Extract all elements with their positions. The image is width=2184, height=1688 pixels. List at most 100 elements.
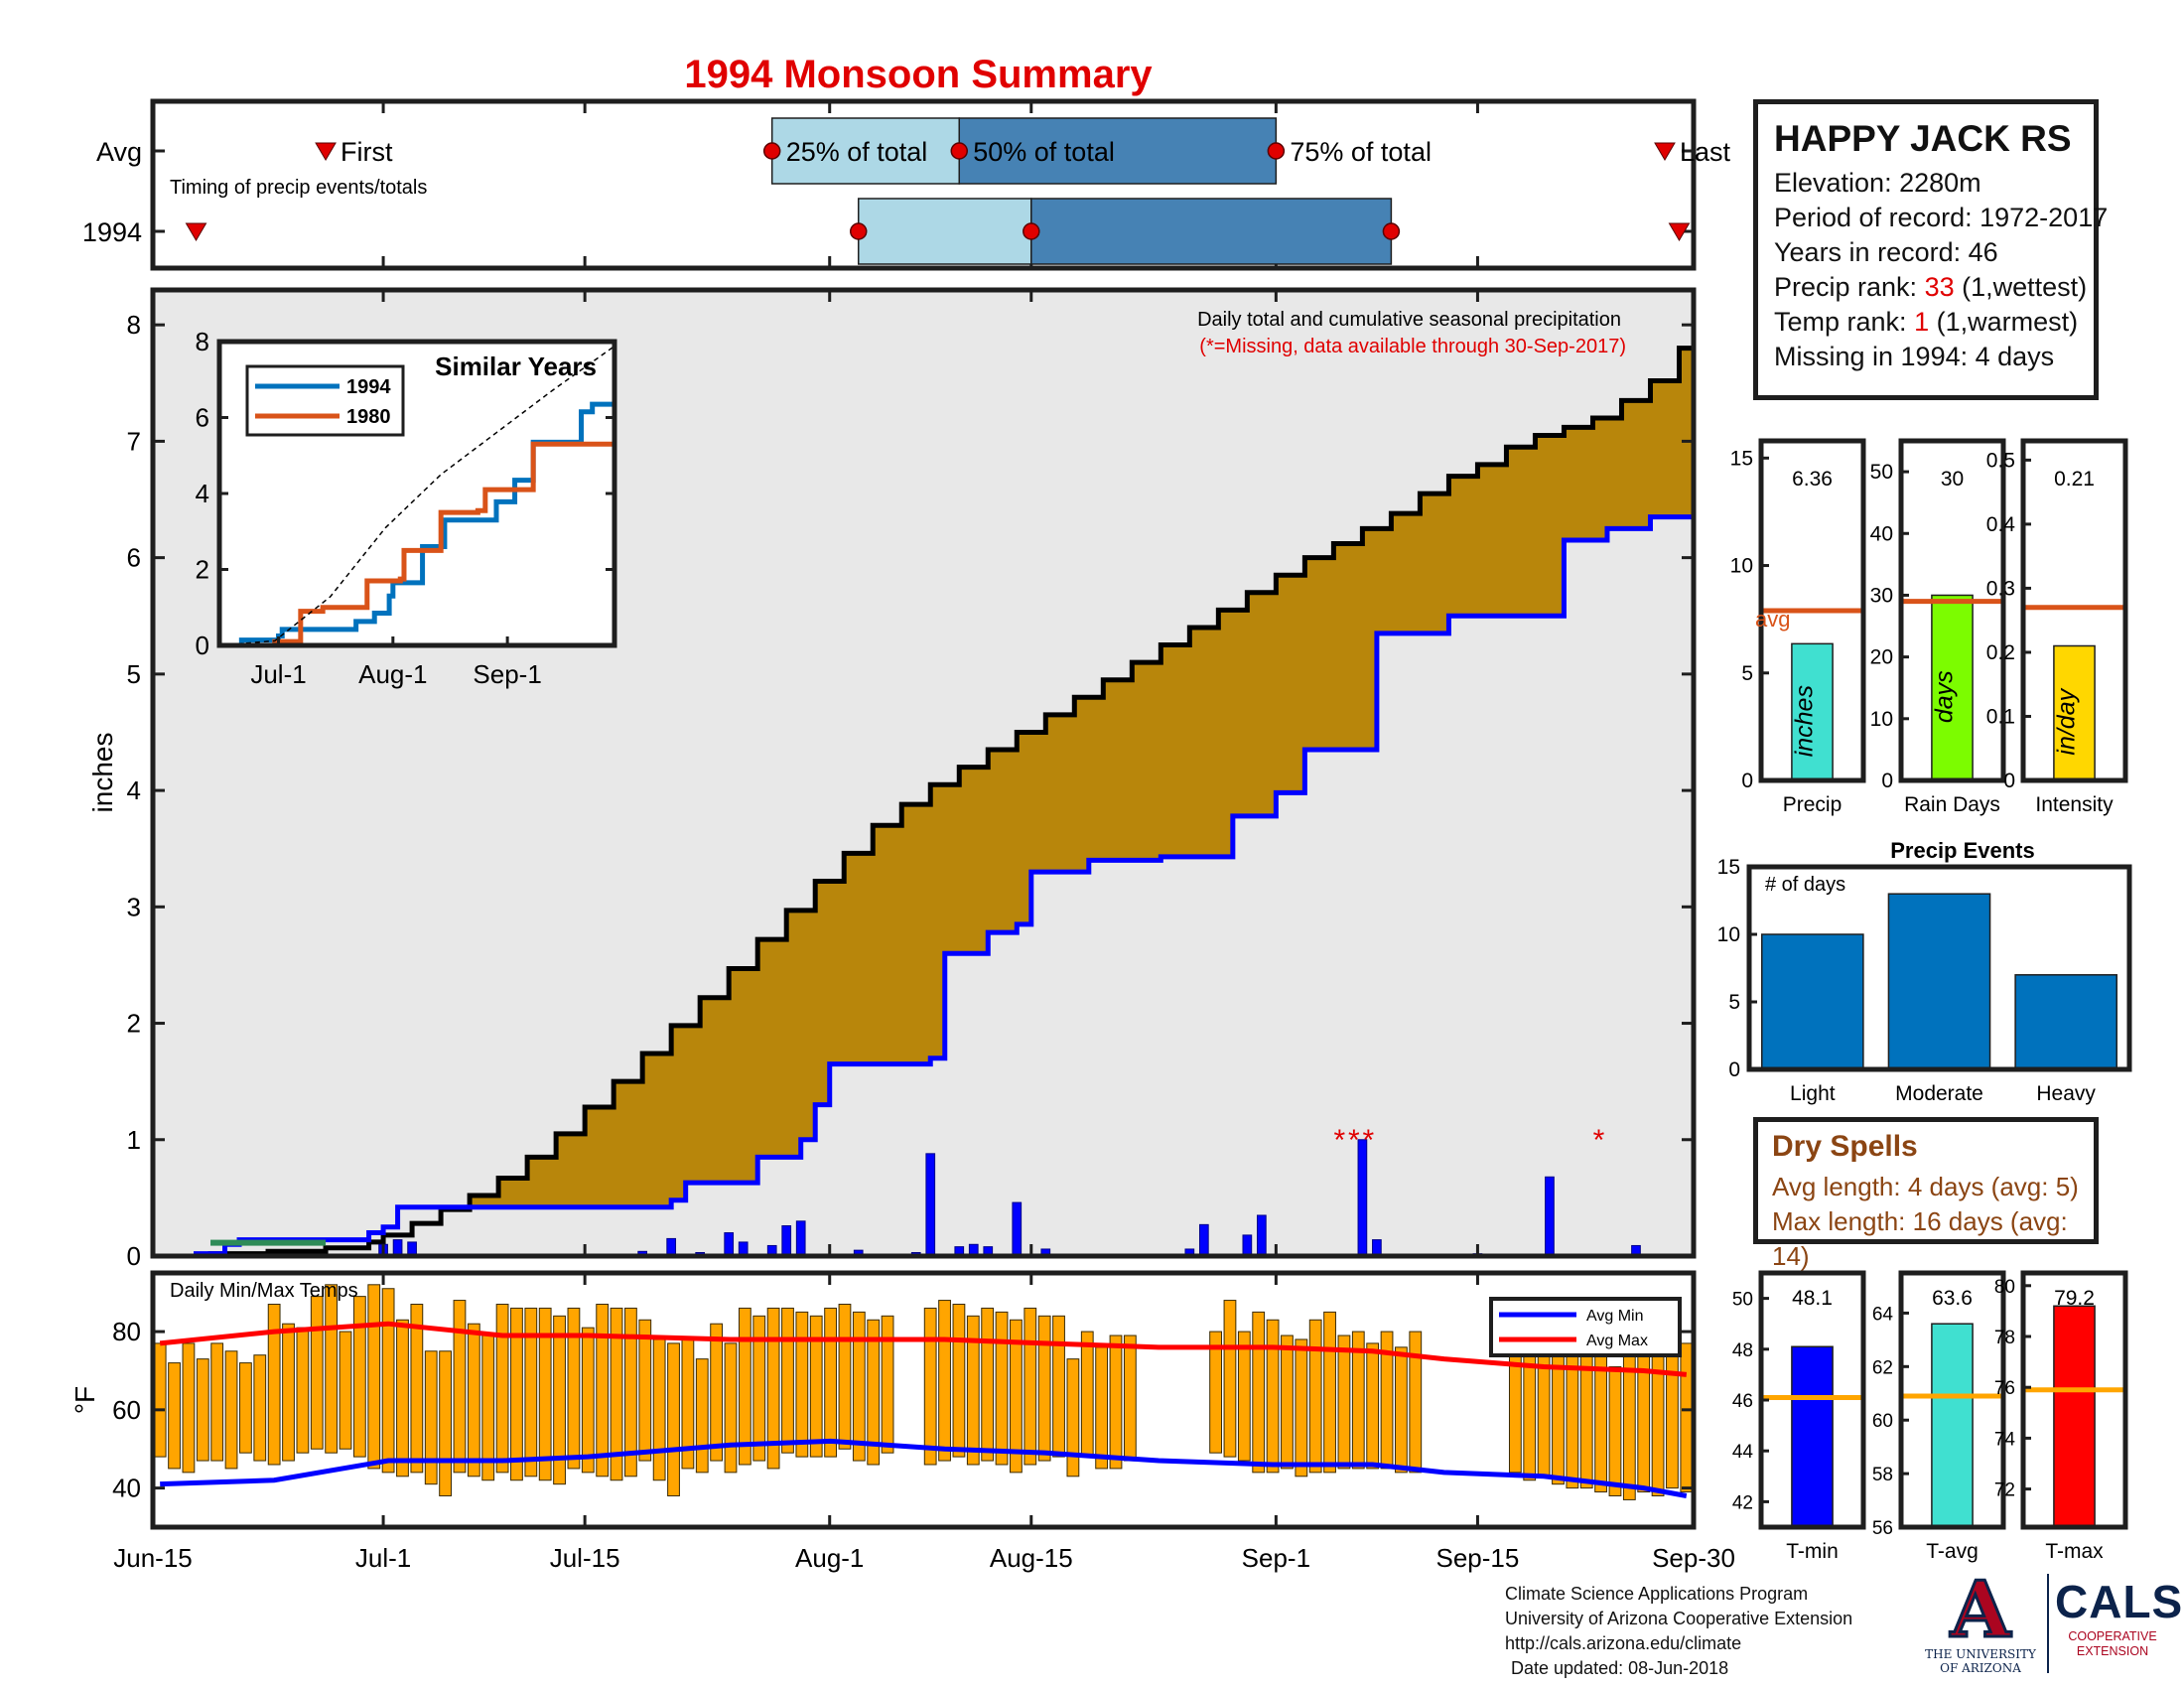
temps-y-tick-label: 40 bbox=[112, 1474, 141, 1503]
stat-y-tick-label: 0.5 bbox=[1986, 449, 2015, 472]
daily-temp-bar bbox=[795, 1311, 809, 1458]
y-tick-label: 6 bbox=[127, 543, 141, 573]
stat-unit-label: inches bbox=[1791, 685, 1819, 757]
inset-x-tick-label: Sep-1 bbox=[473, 659, 541, 689]
date-axis-label: Sep-15 bbox=[1436, 1543, 1520, 1573]
stat-y-tick-label: 50 bbox=[1732, 1290, 1753, 1311]
daily-temp-bar bbox=[1052, 1315, 1065, 1458]
events-y-tick-label: 0 bbox=[1728, 1058, 1740, 1081]
date-axis-label: Jun-15 bbox=[113, 1543, 193, 1573]
daily-precip-bar bbox=[795, 1220, 806, 1257]
footer-line-1: Climate Science Applications Program bbox=[1505, 1584, 1809, 1604]
daily-temp-bar bbox=[838, 1304, 852, 1450]
temps-frame bbox=[150, 1270, 1697, 1530]
daily-temp-bar bbox=[596, 1304, 610, 1477]
daily-temp-bar bbox=[453, 1300, 467, 1474]
average-cumulative-line bbox=[153, 339, 1697, 1259]
daily-temp-bar bbox=[923, 1307, 937, 1466]
station-name: HAPPY JACK RS bbox=[1774, 118, 2072, 159]
timing-event-marker-avg bbox=[315, 142, 337, 161]
cals-logo-line-2: EXTENSION bbox=[2076, 1644, 2149, 1658]
stat-category-label: Rain Days bbox=[1904, 793, 2000, 816]
period-label: Period of record: 1972-2017 bbox=[1774, 203, 2109, 232]
timing-frame bbox=[150, 98, 1697, 271]
daily-temp-bar bbox=[781, 1307, 794, 1454]
timing-event-marker-avg bbox=[1654, 142, 1676, 161]
temp-stats-charts: 42 44 46 48 50 48.1 T-min 56 58 60 62 64 63.6 T-avg 72… bbox=[1732, 1270, 2128, 1563]
daily-temp-bar bbox=[1537, 1342, 1551, 1477]
stat-y-tick-label: 0 bbox=[1741, 770, 1753, 792]
y-tick-label: 7 bbox=[127, 426, 141, 456]
daily-temp-bar bbox=[495, 1304, 509, 1474]
daily-temp-bar bbox=[1308, 1319, 1322, 1474]
temps-legend-label: Avg Min bbox=[1586, 1308, 1644, 1325]
daily-temp-bar bbox=[1323, 1311, 1336, 1474]
stat-y-tick-label: 50 bbox=[1870, 461, 1893, 484]
stat-value-label: 48.1 bbox=[1792, 1287, 1833, 1310]
daily-temp-bar bbox=[553, 1315, 566, 1485]
timing-panel: Avg 1994 First 25% of total 50% of total 75% … bbox=[82, 98, 1731, 271]
daily-temp-bar bbox=[881, 1315, 894, 1454]
temp-rank: Temp rank: 1 (1,warmest) bbox=[1774, 305, 2078, 340]
footer-credits: Climate Science Applications Program Uni… bbox=[1505, 1582, 1852, 1681]
temps-legend-label: Avg Max bbox=[1586, 1333, 1648, 1349]
daily-temp-bar bbox=[325, 1284, 339, 1454]
missing-day-marker: * bbox=[1348, 1124, 1360, 1157]
daily-temp-bar bbox=[1409, 1331, 1423, 1474]
daily-temp-bar bbox=[182, 1342, 196, 1474]
date-axis-label: Sep-1 bbox=[1242, 1543, 1310, 1573]
timing-row-label-year: 1994 bbox=[82, 217, 142, 247]
y-axis-label: inches bbox=[87, 733, 118, 813]
daily-temp-bar bbox=[766, 1307, 780, 1470]
daily-temp-bar bbox=[667, 1342, 680, 1496]
daily-temp-bar bbox=[467, 1323, 480, 1477]
daily-temp-bar bbox=[524, 1307, 538, 1477]
dry-spells-title: Dry Spells bbox=[1772, 1130, 1918, 1163]
daily-temp-bar bbox=[267, 1304, 281, 1466]
timing-label-last: Last bbox=[1680, 137, 1731, 167]
inset-x-tick-label: Jul-1 bbox=[250, 659, 306, 689]
y-tick-label: 0 bbox=[127, 1241, 141, 1271]
daily-temp-bar bbox=[1666, 1335, 1679, 1489]
daily-temp-bar bbox=[439, 1350, 452, 1496]
events-y-tick-label: 15 bbox=[1717, 856, 1740, 879]
dry-spells-box: Dry Spells Avg length: 4 days (avg: 5) M… bbox=[1753, 1117, 2099, 1271]
daily-temp-bar bbox=[381, 1288, 395, 1474]
timing-label-q50: 50% of total bbox=[973, 137, 1115, 167]
daily-temp-bar bbox=[809, 1315, 823, 1458]
inset-y-tick-label: 0 bbox=[196, 631, 209, 660]
stat-category-label: T-avg bbox=[1926, 1540, 1979, 1563]
stat-y-tick-label: 46 bbox=[1732, 1391, 1753, 1412]
y-tick-label: 1 bbox=[127, 1125, 141, 1155]
daily-temp-bar bbox=[938, 1300, 951, 1462]
y-tick-label: 4 bbox=[127, 775, 141, 805]
stat-panel-frame bbox=[2020, 438, 2128, 783]
stat-y-tick-label: 0.4 bbox=[1986, 513, 2016, 536]
daily-temp-bar bbox=[824, 1307, 837, 1458]
daily-temp-bar bbox=[253, 1354, 267, 1462]
daily-temp-bar bbox=[1337, 1335, 1351, 1470]
stat-bar-t-avg bbox=[1931, 1323, 1974, 1528]
daily-temp-bar bbox=[1266, 1319, 1280, 1474]
y-tick-label: 2 bbox=[127, 1009, 141, 1039]
daily-temp-bar bbox=[567, 1307, 581, 1470]
daily-temp-bar bbox=[624, 1307, 637, 1477]
date-axis-label: Jul-1 bbox=[355, 1543, 411, 1573]
inset-y-tick-label: 6 bbox=[196, 403, 209, 433]
stat-y-tick-label: 10 bbox=[1870, 708, 1893, 731]
year-cumulative-area bbox=[153, 516, 1694, 1256]
ua-logo-letter: A bbox=[1949, 1565, 2012, 1655]
daily-temp-bar bbox=[695, 1358, 709, 1474]
daily-temp-bar bbox=[1395, 1346, 1408, 1474]
daily-temp-bar bbox=[210, 1342, 224, 1462]
main-plot-frame bbox=[150, 287, 1697, 1259]
daily-temp-bar bbox=[396, 1319, 409, 1477]
timing-quartile-dot-year bbox=[1382, 222, 1401, 240]
daily-temp-bar bbox=[1295, 1338, 1308, 1477]
stat-y-tick-label: 0.1 bbox=[1986, 705, 2015, 728]
y-tick-label: 5 bbox=[127, 659, 141, 689]
cals-logo-text: CALS bbox=[2055, 1576, 2184, 1627]
events-y-label: # of days bbox=[1765, 874, 1845, 896]
temp-rank-value: 1 bbox=[1914, 307, 1930, 337]
precip-events-chart: Light Moderate Heavy 0 5 10 15 Precip Events # o… bbox=[1717, 838, 2132, 1105]
